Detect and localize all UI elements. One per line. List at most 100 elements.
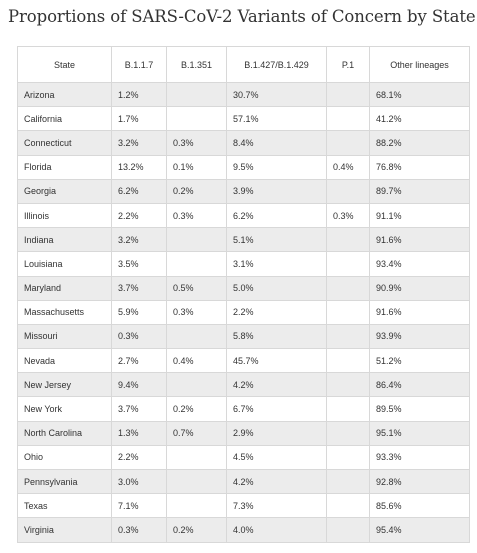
column-header-p1: P.1 — [326, 46, 370, 83]
table-row: North Carolina 1.3% 0.7% 2.9% 95.1% — [17, 420, 470, 446]
cell-state: New York — [17, 396, 112, 422]
cell-b1351 — [166, 468, 227, 495]
cell-b1427-b1429: 3.9% — [226, 178, 327, 204]
cell-p1 — [326, 323, 370, 350]
cell-b117: 2.2% — [111, 444, 167, 471]
table-header: State B.1.1.7 B.1.351 B.1.427/B.1.429 P.… — [17, 46, 470, 83]
cell-b1427-b1429: 4.2% — [226, 468, 327, 495]
cell-b117: 2.2% — [111, 202, 167, 229]
cell-p1 — [326, 420, 370, 446]
column-header-other-lineages: Other lineages — [369, 46, 470, 83]
cell-other-lineages: 95.4% — [369, 517, 470, 543]
variants-table: State B.1.1.7 B.1.351 B.1.427/B.1.429 P.… — [17, 46, 470, 543]
cell-state: Georgia — [17, 178, 112, 204]
table-row: Indiana 3.2% 5.1% 91.6% — [17, 227, 470, 253]
cell-state: North Carolina — [17, 420, 112, 446]
cell-b1427-b1429: 57.1% — [226, 106, 327, 132]
cell-state: Ohio — [17, 444, 112, 471]
cell-other-lineages: 68.1% — [369, 81, 470, 108]
cell-b117: 1.7% — [111, 106, 167, 132]
cell-b1351 — [166, 323, 227, 350]
cell-b1351 — [166, 251, 227, 277]
table-row: Illinois 2.2% 0.3% 6.2% 0.3% 91.1% — [17, 202, 470, 229]
cell-other-lineages: 90.9% — [369, 275, 470, 301]
table-row: Massachusetts 5.9% 0.3% 2.2% 91.6% — [17, 299, 470, 325]
cell-b1427-b1429: 2.2% — [226, 299, 327, 325]
table-row: New Jersey 9.4% 4.2% 86.4% — [17, 372, 470, 398]
cell-b1427-b1429: 5.8% — [226, 323, 327, 350]
table-row: Arizona 1.2% 30.7% 68.1% — [17, 81, 470, 108]
cell-p1 — [326, 348, 370, 374]
cell-other-lineages: 86.4% — [369, 372, 470, 398]
column-header-b1427-b1429: B.1.427/B.1.429 — [226, 46, 327, 83]
cell-other-lineages: 76.8% — [369, 154, 470, 180]
page-title: Proportions of SARS-CoV-2 Variants of Co… — [8, 7, 476, 26]
table-row: Connecticut 3.2% 0.3% 8.4% 88.2% — [17, 130, 470, 156]
cell-other-lineages: 51.2% — [369, 348, 470, 374]
cell-b1351 — [166, 227, 227, 253]
cell-b117: 0.3% — [111, 517, 167, 543]
cell-state: Maryland — [17, 275, 112, 301]
cell-b1351: 0.2% — [166, 178, 227, 204]
cell-p1 — [326, 468, 370, 495]
cell-b1427-b1429: 2.9% — [226, 420, 327, 446]
cell-b1351: 0.7% — [166, 420, 227, 446]
cell-b1351: 0.3% — [166, 130, 227, 156]
cell-p1 — [326, 517, 370, 543]
cell-b1427-b1429: 3.1% — [226, 251, 327, 277]
cell-state: Pennsylvania — [17, 468, 112, 495]
cell-other-lineages: 88.2% — [369, 130, 470, 156]
cell-b117: 6.2% — [111, 178, 167, 204]
cell-b1351 — [166, 81, 227, 108]
cell-b117: 7.1% — [111, 493, 167, 519]
cell-b1351: 0.2% — [166, 396, 227, 422]
cell-p1: 0.4% — [326, 154, 370, 180]
cell-other-lineages: 91.6% — [369, 299, 470, 325]
cell-p1: 0.3% — [326, 202, 370, 229]
cell-other-lineages: 85.6% — [369, 493, 470, 519]
cell-b117: 3.2% — [111, 227, 167, 253]
cell-state: Massachusetts — [17, 299, 112, 325]
cell-b1351: 0.2% — [166, 517, 227, 543]
cell-b1351: 0.3% — [166, 299, 227, 325]
cell-b1427-b1429: 5.0% — [226, 275, 327, 301]
cell-p1 — [326, 227, 370, 253]
cell-state: Illinois — [17, 202, 112, 229]
cell-other-lineages: 93.4% — [369, 251, 470, 277]
cell-other-lineages: 93.3% — [369, 444, 470, 471]
cell-other-lineages: 41.2% — [369, 106, 470, 132]
cell-b117: 13.2% — [111, 154, 167, 180]
cell-b1427-b1429: 8.4% — [226, 130, 327, 156]
cell-b1427-b1429: 4.2% — [226, 372, 327, 398]
cell-b117: 2.7% — [111, 348, 167, 374]
cell-p1 — [326, 372, 370, 398]
cell-other-lineages: 92.8% — [369, 468, 470, 495]
column-header-b117: B.1.1.7 — [111, 46, 167, 83]
cell-other-lineages: 89.7% — [369, 178, 470, 204]
cell-b1351: 0.3% — [166, 202, 227, 229]
cell-other-lineages: 89.5% — [369, 396, 470, 422]
cell-state: Missouri — [17, 323, 112, 350]
cell-state: Arizona — [17, 81, 112, 108]
table-row: Pennsylvania 3.0% 4.2% 92.8% — [17, 468, 470, 495]
cell-p1 — [326, 396, 370, 422]
cell-b1427-b1429: 6.7% — [226, 396, 327, 422]
cell-other-lineages: 91.6% — [369, 227, 470, 253]
cell-state: Texas — [17, 493, 112, 519]
table-row: Texas 7.1% 7.3% 85.6% — [17, 493, 470, 519]
cell-state: California — [17, 106, 112, 132]
cell-b117: 0.3% — [111, 323, 167, 350]
cell-b1427-b1429: 7.3% — [226, 493, 327, 519]
cell-b117: 3.5% — [111, 251, 167, 277]
cell-b117: 3.7% — [111, 396, 167, 422]
cell-b1427-b1429: 9.5% — [226, 154, 327, 180]
cell-b1351: 0.5% — [166, 275, 227, 301]
cell-b1427-b1429: 4.0% — [226, 517, 327, 543]
cell-state: Indiana — [17, 227, 112, 253]
cell-b117: 1.2% — [111, 81, 167, 108]
table-row: Virginia 0.3% 0.2% 4.0% 95.4% — [17, 517, 470, 543]
table-row: Ohio 2.2% 4.5% 93.3% — [17, 444, 470, 471]
table-row: New York 3.7% 0.2% 6.7% 89.5% — [17, 396, 470, 422]
cell-b1351 — [166, 493, 227, 519]
cell-state: Nevada — [17, 348, 112, 374]
